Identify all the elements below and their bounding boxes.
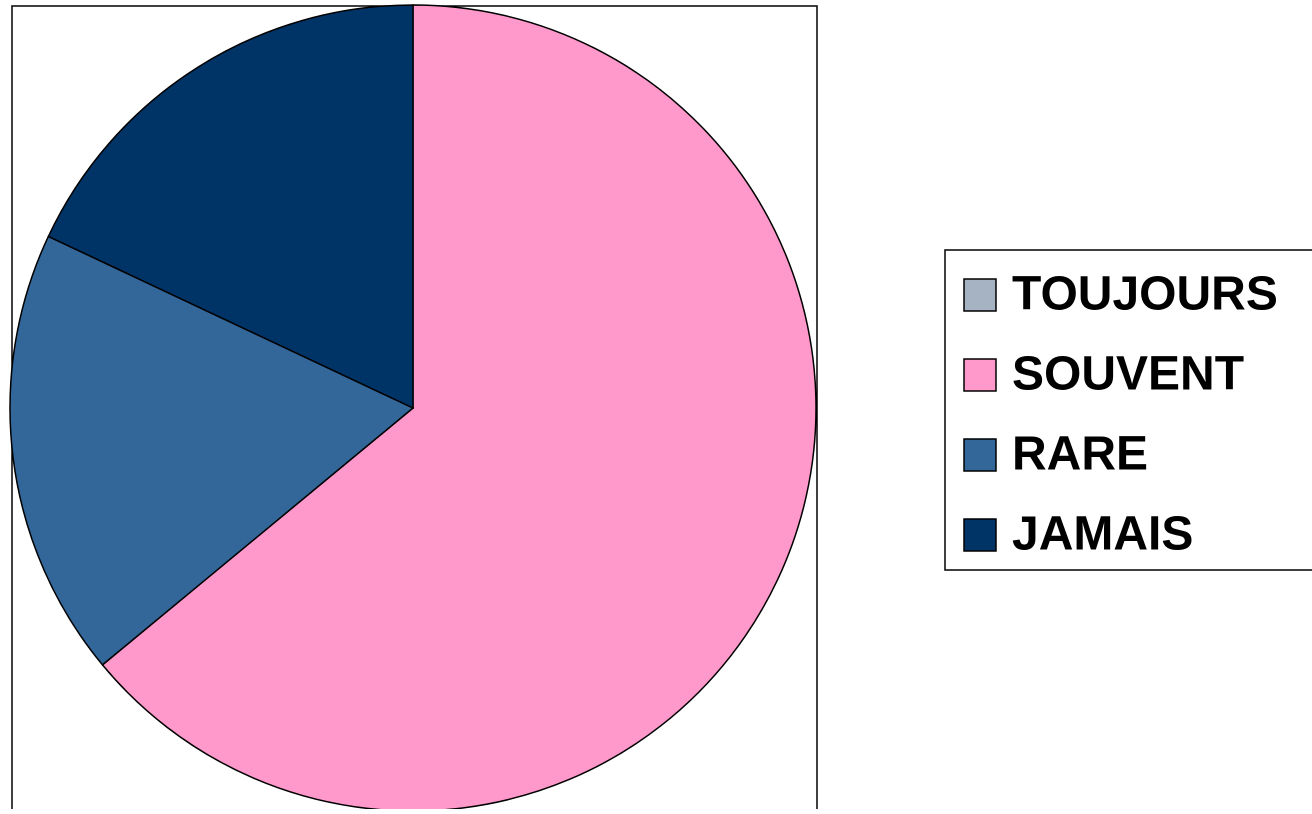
legend-label: TOUJOURS	[1012, 268, 1278, 321]
legend-swatch	[963, 358, 997, 392]
legend-swatch	[963, 278, 997, 312]
legend-swatch	[963, 438, 997, 472]
legend-label: JAMAIS	[1012, 508, 1193, 561]
pie-slice	[9, 235, 415, 666]
pie-slice	[47, 4, 414, 410]
legend-swatch	[963, 518, 997, 552]
pie-slice	[101, 4, 817, 812]
legend-label: SOUVENT	[1012, 348, 1244, 401]
legend-box	[944, 249, 1312, 571]
legend-label: RARE	[1012, 428, 1148, 481]
